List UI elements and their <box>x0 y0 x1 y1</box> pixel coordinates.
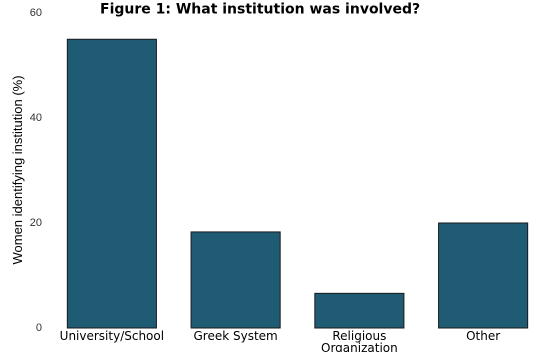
x-tick-label: Other <box>466 329 500 343</box>
y-tick-label: 60 <box>30 7 42 19</box>
bar <box>438 222 529 329</box>
x-tick-label: University/School <box>60 329 164 343</box>
x-tick-label: Greek System <box>194 329 278 343</box>
bar <box>66 38 157 329</box>
y-axis-ticks: 0 20 40 60 <box>30 7 42 334</box>
x-axis-ticks: University/School Greek System Religious Or… <box>60 329 501 352</box>
chart-title: Figure 1: What institution was involved? <box>100 2 420 18</box>
y-tick-label: 20 <box>30 217 42 229</box>
bar <box>190 231 281 329</box>
y-tick-label: 40 <box>30 112 42 124</box>
y-tick-label: 0 <box>36 322 42 334</box>
y-axis-label: Women identifying institution (%) <box>10 75 25 264</box>
bars <box>66 38 529 329</box>
bar <box>314 292 405 329</box>
x-tick-label: Religious Organization <box>321 329 398 352</box>
